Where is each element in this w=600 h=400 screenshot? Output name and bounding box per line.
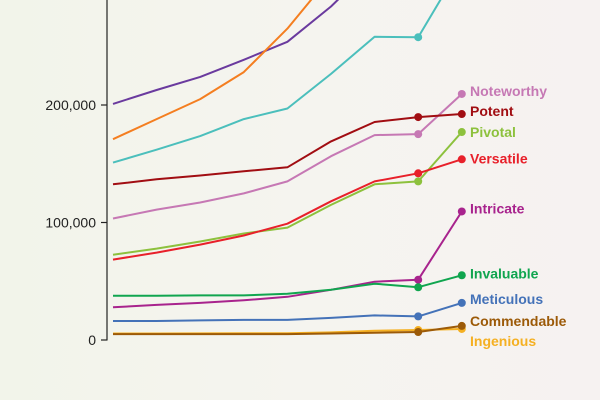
data-point: [414, 169, 423, 178]
data-point: [457, 128, 466, 137]
series-label-versatile: Versatile: [470, 150, 528, 166]
series-lines: [112, 0, 466, 337]
data-point: [457, 298, 466, 307]
data-point: [414, 130, 423, 139]
series-line-intricate: [112, 210, 463, 309]
series-label-commendable: Commendable: [470, 313, 567, 329]
series-line-noteworthy: [112, 93, 463, 220]
data-point: [457, 271, 466, 280]
series-labels: Noteworthy Potent Pivotal Versatile Intricat…: [470, 83, 567, 349]
series-line-invaluable: [113, 274, 463, 297]
y-axis: 0 100,000 200,000: [45, 0, 108, 348]
data-point: [414, 328, 423, 337]
data-point: [414, 33, 423, 42]
series-line: [112, 0, 340, 105]
y-tick-label: 0: [88, 332, 96, 348]
y-tick-label: 100,000: [45, 215, 96, 231]
series-line-pivotal: [112, 131, 463, 256]
series-label-ingenious: Ingenious: [470, 333, 536, 349]
data-point: [457, 321, 466, 330]
series-line-potent: [112, 113, 462, 186]
y-tick-label: 200,000: [45, 97, 96, 113]
series-label-invaluable: Invaluable: [470, 265, 539, 281]
data-point: [457, 110, 466, 119]
series-line-versatile: [112, 158, 463, 261]
series-label-noteworthy: Noteworthy: [470, 83, 547, 99]
data-point: [457, 89, 466, 98]
series-line: [112, 0, 313, 141]
series-line-commendable: [113, 324, 462, 336]
data-point: [414, 275, 423, 284]
data-point: [414, 177, 423, 186]
data-point: [414, 113, 423, 122]
series-label-potent: Potent: [470, 103, 514, 119]
series-label-intricate: Intricate: [470, 200, 525, 216]
data-point: [457, 155, 466, 164]
series-line-meticulous: [113, 301, 463, 322]
data-point: [414, 283, 423, 292]
data-point: [457, 207, 466, 216]
series-label-meticulous: Meticulous: [470, 291, 543, 307]
data-point: [414, 312, 423, 321]
series-label-pivotal: Pivotal: [470, 124, 516, 140]
series-line: [112, 0, 442, 164]
